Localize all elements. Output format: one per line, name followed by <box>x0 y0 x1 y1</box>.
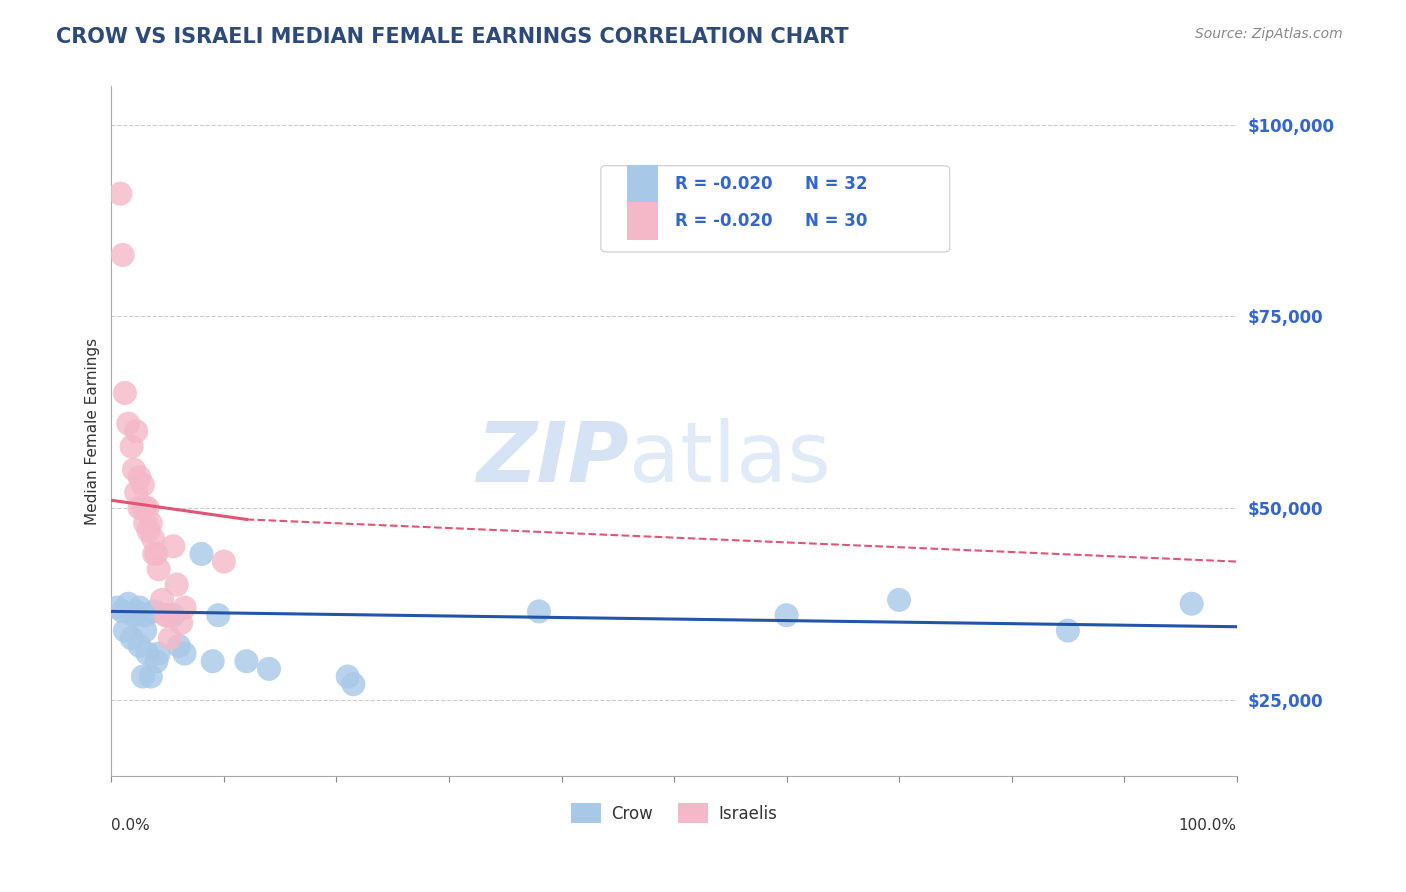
Crow <box>117 597 139 611</box>
Text: ZIP: ZIP <box>477 418 628 500</box>
Israelis <box>125 424 148 438</box>
Crow <box>173 647 195 661</box>
Crow <box>111 604 134 618</box>
Israelis <box>212 555 235 569</box>
Israelis <box>111 248 134 262</box>
Bar <box>627 165 658 203</box>
Crow <box>125 604 148 618</box>
Text: atlas: atlas <box>628 418 831 500</box>
Israelis <box>128 500 150 515</box>
Crow <box>121 631 143 645</box>
Crow <box>134 608 156 623</box>
Israelis <box>134 500 156 515</box>
Y-axis label: Median Female Earnings: Median Female Earnings <box>86 338 100 524</box>
Israelis <box>166 577 188 591</box>
Israelis <box>155 608 177 623</box>
Israelis <box>132 500 155 515</box>
Text: R = -0.020: R = -0.020 <box>675 176 773 194</box>
Israelis <box>122 462 145 476</box>
Text: R = -0.020: R = -0.020 <box>675 212 773 230</box>
Israelis <box>136 500 159 515</box>
Crow <box>257 662 280 676</box>
Crow <box>775 608 797 623</box>
Israelis <box>132 478 155 492</box>
Crow <box>207 608 229 623</box>
Crow <box>342 677 364 691</box>
Israelis <box>121 440 143 454</box>
Israelis <box>156 608 179 623</box>
Legend: Crow, Israelis: Crow, Israelis <box>565 797 783 830</box>
Crow <box>190 547 212 561</box>
Crow <box>1181 597 1204 611</box>
Crow <box>167 639 190 653</box>
Israelis <box>114 386 136 401</box>
Israelis <box>142 532 165 546</box>
Crow <box>128 600 150 615</box>
Israelis <box>148 562 170 576</box>
Israelis <box>128 470 150 484</box>
Israelis <box>139 516 162 531</box>
Text: Source: ZipAtlas.com: Source: ZipAtlas.com <box>1195 27 1343 41</box>
Crow <box>114 624 136 638</box>
Crow <box>527 604 550 618</box>
Crow <box>122 608 145 623</box>
Israelis <box>150 593 173 607</box>
Crow <box>128 639 150 653</box>
Israelis <box>143 547 166 561</box>
Crow <box>134 624 156 638</box>
Israelis <box>145 547 167 561</box>
Crow <box>132 669 155 683</box>
Crow <box>105 600 128 615</box>
Crow <box>136 647 159 661</box>
Bar <box>627 202 658 240</box>
Israelis <box>173 600 195 615</box>
Israelis <box>159 631 181 645</box>
Israelis <box>110 186 132 201</box>
Crow <box>145 654 167 668</box>
Israelis <box>117 417 139 431</box>
Crow <box>143 604 166 618</box>
Crow <box>139 669 162 683</box>
Text: 0.0%: 0.0% <box>111 818 150 832</box>
Text: CROW VS ISRAELI MEDIAN FEMALE EARNINGS CORRELATION CHART: CROW VS ISRAELI MEDIAN FEMALE EARNINGS C… <box>56 27 849 46</box>
Israelis <box>162 539 184 553</box>
Crow <box>201 654 224 668</box>
Text: N = 30: N = 30 <box>804 212 868 230</box>
Israelis <box>134 516 156 531</box>
Crow <box>235 654 257 668</box>
Crow <box>336 669 359 683</box>
Text: N = 32: N = 32 <box>804 176 868 194</box>
Crow <box>887 593 910 607</box>
Crow <box>1057 624 1080 638</box>
Crow <box>148 647 170 661</box>
FancyBboxPatch shape <box>600 166 949 252</box>
Israelis <box>125 485 148 500</box>
Crow <box>162 608 184 623</box>
Israelis <box>170 615 193 630</box>
Text: 100.0%: 100.0% <box>1178 818 1237 832</box>
Israelis <box>138 524 160 538</box>
